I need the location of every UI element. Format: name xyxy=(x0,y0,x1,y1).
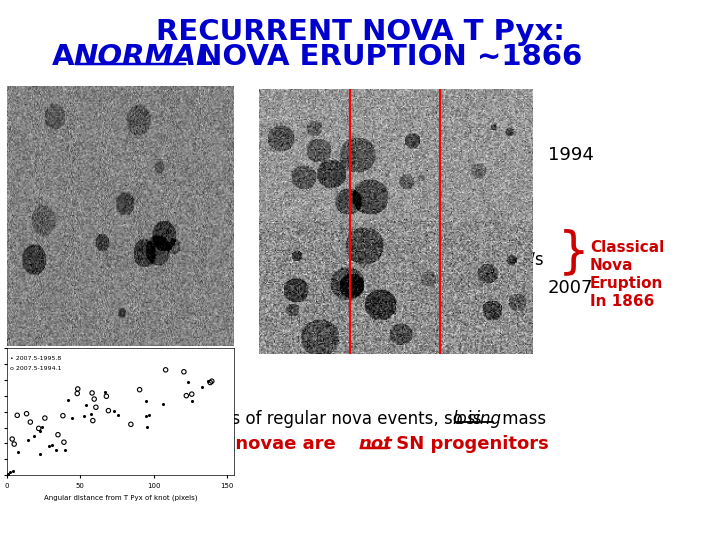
Point xyxy=(12,448,24,457)
Point xyxy=(24,418,36,427)
Point xyxy=(35,450,46,458)
Text: Classical: Classical xyxy=(590,240,665,255)
Text: Nova: Nova xyxy=(590,258,634,273)
Point xyxy=(101,392,112,401)
Text: for shell is 500-715 km/s: for shell is 500-715 km/s xyxy=(333,250,544,268)
Point xyxy=(4,468,16,477)
Text: Shell ejected in 1866±5: Shell ejected in 1866±5 xyxy=(262,222,484,240)
Text: recurrent novae are: recurrent novae are xyxy=(127,435,342,453)
Point xyxy=(181,392,192,400)
Point xyxy=(72,384,84,393)
Point xyxy=(160,366,171,374)
Point xyxy=(206,377,217,386)
Text: -4.5: -4.5 xyxy=(345,269,365,279)
Point xyxy=(87,416,99,425)
Point xyxy=(22,436,34,444)
Text: o 2007.5-1994.1: o 2007.5-1994.1 xyxy=(10,366,62,371)
Text: NORMAL: NORMAL xyxy=(73,43,215,71)
Text: is 10: is 10 xyxy=(303,272,348,290)
Point xyxy=(89,395,100,403)
X-axis label: Angular distance from T Pyx of knot (pixels): Angular distance from T Pyx of knot (pix… xyxy=(44,495,197,501)
Point xyxy=(59,446,71,454)
Text: RECURRENT NOVA T Pyx:: RECURRENT NOVA T Pyx: xyxy=(156,18,564,46)
Text: WD: WD xyxy=(22,405,40,415)
Point xyxy=(6,435,18,443)
Point xyxy=(57,411,68,420)
Text: M⊙: M⊙ xyxy=(368,272,402,290)
Point xyxy=(125,420,137,429)
Point xyxy=(186,390,197,399)
Text: orb: orb xyxy=(107,429,128,439)
Point xyxy=(113,411,125,420)
Text: ➔ Short-P: ➔ Short-P xyxy=(10,435,107,453)
Text: M: M xyxy=(10,410,24,428)
Text: shell: shell xyxy=(274,267,295,276)
Point xyxy=(28,431,40,440)
Point xyxy=(85,409,96,418)
Point xyxy=(36,423,48,431)
Point xyxy=(186,396,197,405)
Text: Eruption: Eruption xyxy=(590,276,663,291)
Text: NOVA ERUPTION ~1866: NOVA ERUPTION ~1866 xyxy=(188,43,582,71)
Point xyxy=(66,414,77,422)
Point xyxy=(142,423,153,431)
Point xyxy=(7,467,19,476)
Point xyxy=(46,440,58,449)
Text: • 2007.5-1995.8: • 2007.5-1995.8 xyxy=(10,356,61,361)
Text: }: } xyxy=(558,228,590,276)
Text: not: not xyxy=(358,435,392,453)
Point xyxy=(78,411,90,420)
Text: In 1866: In 1866 xyxy=(590,294,654,309)
Point xyxy=(35,427,46,435)
Text: dominated by ejections of regular nova events, so is: dominated by ejections of regular nova e… xyxy=(40,410,487,428)
Text: SN progenitors: SN progenitors xyxy=(390,435,549,453)
Point xyxy=(140,397,151,406)
Point xyxy=(12,411,23,420)
Point xyxy=(39,414,50,422)
Text: 1994: 1994 xyxy=(548,146,594,164)
Point xyxy=(202,377,214,386)
Point xyxy=(86,389,98,397)
Point xyxy=(108,406,120,415)
Point xyxy=(182,377,194,386)
Point xyxy=(80,401,91,410)
Point xyxy=(9,440,20,448)
Text: V: V xyxy=(262,250,274,268)
Point xyxy=(50,446,61,455)
Text: A: A xyxy=(52,43,85,71)
Point xyxy=(58,438,70,447)
Point xyxy=(53,430,64,439)
Text: 2007: 2007 xyxy=(548,279,593,297)
Point xyxy=(134,386,145,394)
Point xyxy=(103,406,114,415)
Point xyxy=(33,424,45,433)
Point xyxy=(143,411,155,420)
Point xyxy=(158,400,169,408)
Point xyxy=(99,388,111,397)
Point xyxy=(62,396,73,404)
Point xyxy=(140,411,151,420)
Text: mass: mass xyxy=(497,410,546,428)
Point xyxy=(43,441,55,450)
Text: M: M xyxy=(262,272,276,290)
Point xyxy=(204,378,216,387)
Point xyxy=(197,383,208,391)
Point xyxy=(71,389,83,398)
Point xyxy=(21,409,32,418)
Point xyxy=(2,469,14,478)
Point xyxy=(178,367,189,376)
Text: expansion: expansion xyxy=(273,245,320,254)
Text: losing: losing xyxy=(452,410,501,428)
Point xyxy=(90,403,102,411)
